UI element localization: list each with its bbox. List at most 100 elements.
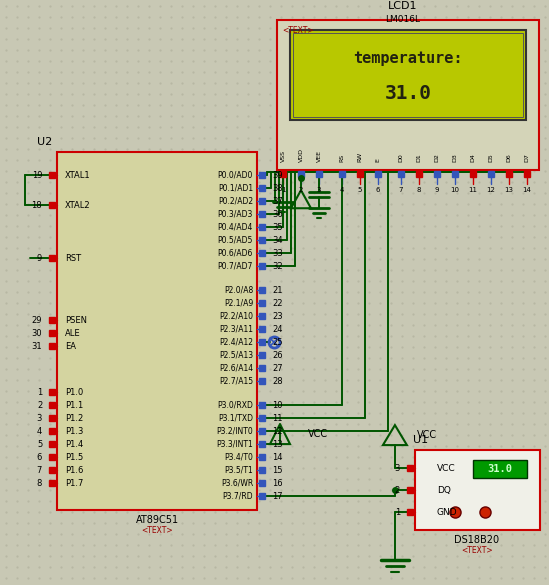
- Text: 11: 11: [468, 187, 478, 193]
- Text: 5: 5: [358, 187, 362, 193]
- Text: 3: 3: [37, 414, 42, 422]
- Text: P3.4/T0: P3.4/T0: [224, 453, 253, 462]
- Bar: [473, 460, 527, 478]
- Text: P1.4: P1.4: [65, 439, 83, 449]
- Text: P0.6/AD6: P0.6/AD6: [217, 249, 253, 258]
- Text: U1: U1: [413, 435, 428, 445]
- Text: 24: 24: [272, 325, 283, 333]
- Text: 8: 8: [37, 479, 42, 487]
- Text: P2.7/A15: P2.7/A15: [219, 377, 253, 386]
- Text: P0.2/AD2: P0.2/AD2: [218, 197, 253, 206]
- Text: XTAL2: XTAL2: [65, 201, 91, 210]
- Text: DS18B20: DS18B20: [455, 535, 500, 545]
- Text: 1: 1: [37, 388, 42, 397]
- Text: 35: 35: [272, 223, 283, 232]
- Text: 3: 3: [317, 187, 321, 193]
- Text: P3.2/INT0: P3.2/INT0: [216, 426, 253, 436]
- Text: 19: 19: [32, 171, 42, 180]
- Text: 11: 11: [272, 414, 283, 422]
- Text: VCC: VCC: [417, 430, 437, 440]
- Text: P1.0: P1.0: [65, 388, 83, 397]
- Text: 29: 29: [32, 316, 42, 325]
- Text: P0.3/AD3: P0.3/AD3: [217, 210, 253, 219]
- Text: D5: D5: [489, 153, 494, 162]
- Text: 25: 25: [272, 338, 283, 347]
- Text: 1: 1: [281, 187, 285, 193]
- Text: P1.7: P1.7: [65, 479, 83, 487]
- Text: D1: D1: [416, 153, 422, 162]
- Text: <TEXT>: <TEXT>: [461, 546, 492, 555]
- Text: P3.1/TXD: P3.1/TXD: [218, 414, 253, 422]
- Text: 23: 23: [272, 312, 283, 321]
- Text: <TEXT>: <TEXT>: [282, 26, 313, 35]
- Text: D3: D3: [452, 153, 457, 162]
- Text: P2.1/A9: P2.1/A9: [224, 299, 253, 308]
- Text: P1.5: P1.5: [65, 453, 83, 462]
- Text: AT89C51: AT89C51: [136, 515, 178, 525]
- Text: P3.7/RD: P3.7/RD: [222, 491, 253, 501]
- Text: 13: 13: [272, 439, 283, 449]
- Text: 27: 27: [272, 364, 283, 373]
- Text: 14: 14: [272, 453, 283, 462]
- Text: P0.4/AD4: P0.4/AD4: [217, 223, 253, 232]
- Text: P3.5/T1: P3.5/T1: [224, 466, 253, 474]
- Text: XTAL1: XTAL1: [65, 171, 91, 180]
- Text: 16: 16: [272, 479, 283, 487]
- Text: P3.6/WR: P3.6/WR: [221, 479, 253, 487]
- Text: P2.4/A12: P2.4/A12: [219, 338, 253, 347]
- Text: GND: GND: [437, 508, 457, 517]
- Text: 4: 4: [340, 187, 344, 193]
- Text: 37: 37: [272, 197, 283, 206]
- Bar: [57, 152, 257, 510]
- Text: U2: U2: [37, 137, 52, 147]
- Text: 10: 10: [272, 401, 283, 409]
- Bar: [277, 20, 539, 170]
- Text: VDD: VDD: [299, 148, 304, 162]
- Text: P2.2/A10: P2.2/A10: [219, 312, 253, 321]
- Text: LCD1: LCD1: [388, 1, 418, 11]
- Text: 31.0: 31.0: [384, 84, 432, 103]
- Text: 15: 15: [272, 466, 283, 474]
- Text: 4: 4: [37, 426, 42, 436]
- Text: 33: 33: [272, 249, 283, 258]
- Text: D2: D2: [434, 153, 439, 162]
- Text: 31: 31: [31, 342, 42, 350]
- Text: D0: D0: [399, 153, 404, 162]
- Text: P3.0/RXD: P3.0/RXD: [217, 401, 253, 409]
- Text: DQ: DQ: [437, 486, 451, 494]
- Text: 12: 12: [272, 426, 283, 436]
- Text: 1: 1: [395, 508, 400, 517]
- Text: RW: RW: [357, 152, 362, 162]
- Text: 7: 7: [399, 187, 403, 193]
- Text: P2.3/A11: P2.3/A11: [219, 325, 253, 333]
- Text: VCC: VCC: [308, 429, 328, 439]
- Text: RST: RST: [65, 254, 81, 263]
- Text: 30: 30: [31, 329, 42, 338]
- Text: 10: 10: [450, 187, 460, 193]
- Text: 12: 12: [486, 187, 495, 193]
- Text: 32: 32: [272, 261, 283, 271]
- Bar: [415, 450, 540, 530]
- Text: P3.3/INT1: P3.3/INT1: [216, 439, 253, 449]
- Text: 39: 39: [272, 171, 283, 180]
- Text: 31.0: 31.0: [488, 464, 512, 474]
- Text: 2: 2: [395, 486, 400, 494]
- Text: LM016L: LM016L: [385, 15, 421, 25]
- Text: 18: 18: [31, 201, 42, 210]
- Text: P2.6/A14: P2.6/A14: [219, 364, 253, 373]
- Text: 9: 9: [435, 187, 439, 193]
- Text: VEE: VEE: [316, 150, 322, 162]
- Text: 26: 26: [272, 350, 283, 360]
- Text: 3: 3: [395, 463, 400, 473]
- Text: temperature:: temperature:: [353, 51, 463, 66]
- Text: 13: 13: [505, 187, 513, 193]
- Text: 9: 9: [37, 254, 42, 263]
- Text: 36: 36: [272, 210, 283, 219]
- Text: 34: 34: [272, 236, 283, 245]
- Text: P0.5/AD5: P0.5/AD5: [217, 236, 253, 245]
- Text: P2.0/A8: P2.0/A8: [224, 285, 253, 295]
- Text: 38: 38: [272, 184, 283, 193]
- Text: D6: D6: [506, 153, 511, 162]
- Text: 17: 17: [272, 491, 283, 501]
- Text: PSEN: PSEN: [65, 316, 87, 325]
